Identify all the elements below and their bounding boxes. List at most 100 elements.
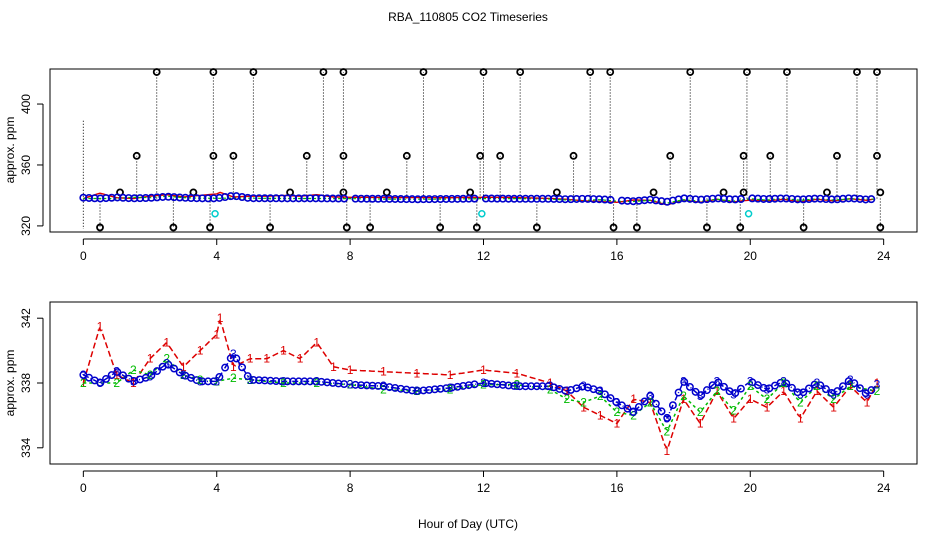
bottom-series-2-point-label: 2 bbox=[447, 382, 454, 396]
bottom-series-3-point-label: 3 bbox=[213, 374, 220, 388]
bottom-series-2-point-label: 2 bbox=[614, 405, 621, 419]
bottom-series-2-point-label: 2 bbox=[80, 376, 87, 390]
bottom-x-tick-label: 4 bbox=[213, 481, 220, 495]
bottom-series-1-point-label: 1 bbox=[147, 352, 154, 366]
bottom-y-axis-label: approx. ppm bbox=[3, 350, 17, 417]
top-cyan-marker bbox=[478, 209, 486, 218]
bottom-series-3-point-label: 3 bbox=[614, 395, 621, 409]
top-outlier-marker bbox=[249, 68, 258, 76]
bottom-series-2-point-label: 2 bbox=[413, 384, 420, 398]
bottom-series-2-point-label: 2 bbox=[180, 368, 187, 382]
bottom-series-3-marker bbox=[731, 389, 740, 397]
bottom-series-1-point-label: 1 bbox=[847, 379, 854, 393]
bottom-series-2-point-label: 2 bbox=[147, 368, 154, 382]
bottom-plot-frame bbox=[49, 301, 918, 465]
top-outlier-marker bbox=[209, 151, 218, 160]
bottom-y-tick-label: 334 bbox=[19, 437, 33, 457]
bottom-series-3-point-label: 3 bbox=[680, 374, 687, 388]
bottom-series-1-point-label: 1 bbox=[597, 408, 604, 422]
top-outlier-marker bbox=[799, 223, 808, 232]
top-outlier-marker bbox=[876, 188, 885, 197]
bottom-series-1-point-label: 1 bbox=[797, 412, 804, 426]
top-panel: 0 4 8 12 16 20 24 320 360 400 approx. ppm bbox=[3, 68, 918, 263]
top-outlier-marker bbox=[472, 223, 481, 232]
top-y-tick-label: 320 bbox=[19, 216, 33, 236]
bottom-series-2-point-label: 2 bbox=[714, 384, 721, 398]
bottom-series-3-point-label: 3 bbox=[514, 379, 521, 393]
top-outlier-marker bbox=[743, 68, 751, 76]
bottom-x-tick-label: 0 bbox=[80, 481, 87, 495]
bottom-series-2-point-label: 2 bbox=[547, 382, 554, 396]
top-outlier-marker bbox=[152, 68, 161, 76]
top-x-tick-label: 8 bbox=[347, 249, 354, 263]
bottom-series-1-point-label: 1 bbox=[180, 360, 187, 374]
bottom-series-1-point-label: 1 bbox=[347, 363, 354, 377]
bottom-series-3-point-label: 3 bbox=[764, 382, 771, 396]
bottom-series-3-point-label: 3 bbox=[347, 378, 354, 392]
top-outlier-marker bbox=[739, 151, 748, 160]
bottom-series-2-point-label: 2 bbox=[230, 371, 237, 385]
bottom-series-3-marker bbox=[799, 388, 808, 397]
bottom-series-2-point-label: 2 bbox=[247, 373, 254, 387]
bottom-series-3-marker bbox=[651, 399, 660, 408]
top-series-3-marker bbox=[340, 194, 349, 203]
top-x-tick-label: 0 bbox=[80, 249, 87, 263]
top-outlier-marker bbox=[719, 188, 728, 197]
bottom-series-3-marker bbox=[805, 384, 813, 393]
bottom-series-3-marker bbox=[243, 372, 252, 381]
bottom-series-3-point-label: 3 bbox=[714, 374, 721, 388]
bottom-series-1-point-label: 1 bbox=[814, 384, 821, 398]
bottom-series-3-marker bbox=[697, 391, 706, 400]
bottom-series-1-point-label: 1 bbox=[664, 444, 671, 458]
bottom-x-tick-label: 8 bbox=[347, 481, 354, 495]
bottom-series-3-point-label: 3 bbox=[874, 378, 881, 392]
bottom-series-1-point-label: 1 bbox=[730, 412, 737, 426]
top-outlier-marker bbox=[783, 68, 791, 76]
bottom-series-3-point-label: 3 bbox=[413, 384, 420, 398]
bottom-series-3-marker bbox=[702, 386, 711, 395]
bottom-series-1-point-label: 1 bbox=[163, 336, 170, 350]
top-outlier-marker bbox=[649, 188, 658, 197]
bottom-series-1-point-label: 1 bbox=[780, 384, 787, 398]
top-outlier-marker bbox=[402, 151, 411, 160]
bottom-series-3-marker bbox=[617, 401, 626, 410]
bottom-series-3-marker bbox=[164, 360, 173, 369]
top-series-3-marker bbox=[736, 195, 745, 204]
bottom-series-2-point-label: 2 bbox=[797, 395, 804, 409]
bottom-series-1-point-label: 1 bbox=[217, 311, 224, 325]
bottom-y-tick-label: 342 bbox=[19, 308, 33, 328]
bottom-series-3-point-label: 3 bbox=[547, 379, 554, 393]
bottom-series-1-point-label: 1 bbox=[447, 368, 454, 382]
bottom-series-3-marker bbox=[850, 379, 859, 388]
bottom-series-3-marker bbox=[634, 403, 643, 411]
bottom-series-3-marker bbox=[340, 380, 349, 388]
top-spike-lines bbox=[82, 72, 881, 229]
bottom-series-3-marker bbox=[119, 371, 127, 380]
bottom-series-2-point-label: 2 bbox=[514, 378, 521, 392]
top-outlier-marker bbox=[319, 68, 328, 76]
bottom-series-3-point-label: 3 bbox=[864, 387, 871, 401]
bottom-series-1-point-label: 1 bbox=[413, 366, 420, 380]
top-x-tick-label: 4 bbox=[213, 249, 220, 263]
top-outlier-marker bbox=[736, 223, 745, 232]
top-series-3-marker bbox=[867, 195, 876, 204]
bottom-x-tick-label: 24 bbox=[877, 481, 891, 495]
bottom-series-3-marker bbox=[215, 373, 224, 381]
bottom-series-3-point-label: 3 bbox=[697, 389, 704, 403]
bottom-series-3-point-label: 3 bbox=[780, 374, 787, 388]
top-cyan-marker bbox=[744, 209, 753, 218]
top-y-axis-label: approx. ppm bbox=[3, 117, 17, 184]
bottom-series-3-marker bbox=[623, 404, 632, 413]
bottom-series-3-marker bbox=[668, 401, 677, 410]
bottom-series-2-point-label: 2 bbox=[597, 389, 604, 403]
bottom-series-3-marker bbox=[646, 392, 655, 400]
bottom-x-axis: 0 4 8 12 16 20 24 bbox=[80, 470, 891, 495]
bottom-series-2-point-label: 2 bbox=[313, 376, 320, 390]
bottom-series-3-marker bbox=[232, 354, 241, 363]
bottom-series-3-point-label: 3 bbox=[647, 389, 654, 403]
top-outlier-marker bbox=[569, 151, 578, 160]
bottom-series-1-point-label: 1 bbox=[80, 376, 87, 390]
bottom-series-2-point-label: 2 bbox=[847, 379, 854, 393]
bottom-series-1-point-label: 1 bbox=[97, 319, 104, 333]
bottom-series-3-point-label: 3 bbox=[830, 387, 837, 401]
